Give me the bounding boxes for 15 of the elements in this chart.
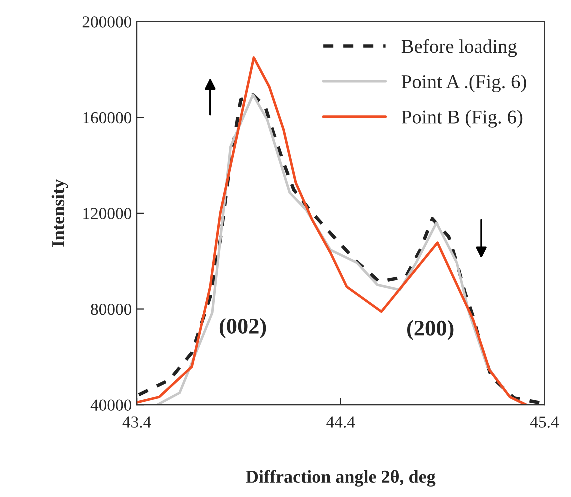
y-tick-label: 80000 <box>91 304 132 316</box>
y-tick-label: 120000 <box>84 208 132 220</box>
y-axis-title: Intensity <box>52 180 68 247</box>
x-tick-label: 43.4 <box>122 416 152 428</box>
annotation: (200) <box>407 320 454 340</box>
y-tick-label: 200000 <box>82 16 132 28</box>
x-axis-title: Diffraction angle 2θ, deg <box>246 470 436 487</box>
legend-label: Point A .(Fig. 6) <box>402 74 526 93</box>
y-tick-label: 160000 <box>84 112 132 124</box>
legend-label: Point B (Fig. 6) <box>402 110 523 128</box>
legend-label: Before loading <box>402 39 518 58</box>
x-tick-label: 45.4 <box>530 416 560 428</box>
y-tick-label: 40000 <box>90 400 132 411</box>
x-tick-label: 44.4 <box>326 416 356 428</box>
annotation: (002) <box>220 318 266 338</box>
